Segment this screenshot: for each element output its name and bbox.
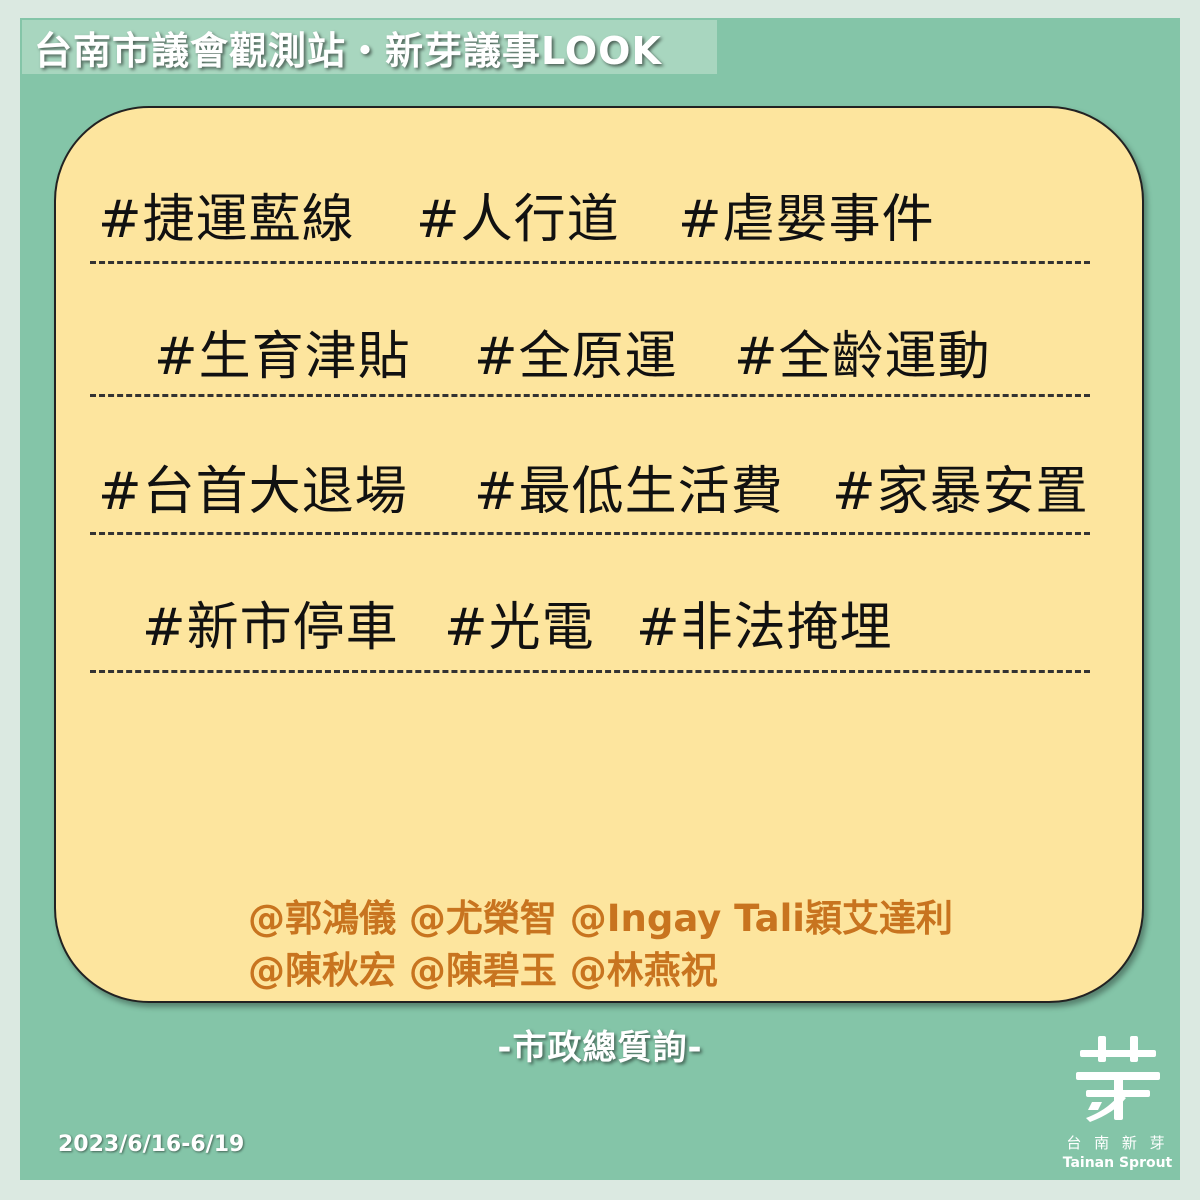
divider	[90, 532, 1090, 535]
hashtag: #全齡運動	[734, 327, 991, 387]
hashtag: #非法掩埋	[636, 598, 893, 658]
hashtag: #虐嬰事件	[678, 190, 935, 250]
tag-row-1: #捷運藍線 #人行道 #虐嬰事件	[56, 185, 1142, 255]
divider	[90, 261, 1090, 264]
hashtag: #人行道	[416, 190, 620, 250]
divider	[90, 670, 1090, 673]
divider	[90, 394, 1090, 397]
hashtag: #捷運藍線	[98, 190, 355, 250]
hashtag: #生育津貼	[154, 327, 411, 387]
topic-card: #捷運藍線 #人行道 #虐嬰事件 #生育津貼 #全原運 #全齡運動 #台首大退場…	[54, 106, 1144, 1003]
tag-row-3: #台首大退場 #最低生活費 #家暴安置	[56, 457, 1142, 527]
tainan-sprout-logo: 台 南 新 芽 Tainan Sprout	[1060, 1032, 1175, 1182]
mentions-line-1: @郭鴻儀 @尤榮智 @Ingay Tali穎艾達利	[248, 897, 953, 940]
hashtag: #新市停車	[142, 598, 399, 658]
sprout-logo-icon	[1075, 1036, 1160, 1122]
hashtag: #家暴安置	[832, 462, 1089, 522]
header-title: 台南市議會觀測站・新芽議事LOOK	[34, 28, 662, 73]
hashtag: #台首大退場	[98, 462, 408, 522]
hashtag: #最低生活費	[474, 462, 784, 522]
hashtag: #光電	[444, 598, 595, 658]
logo-name-zh: 台 南 新 芽	[1066, 1134, 1169, 1152]
header-banner: 台南市議會觀測站・新芽議事LOOK	[22, 20, 717, 74]
date-range: 2023/6/16-6/19	[58, 1132, 245, 1157]
councilor-mentions: @郭鴻儀 @尤榮智 @Ingay Tali穎艾達利 @陳秋宏 @陳碧玉 @林燕祝	[248, 893, 953, 997]
hashtag: #全原運	[474, 327, 678, 387]
session-label: -市政總質詢-	[497, 1028, 703, 1068]
logo-name-en: Tainan Sprout	[1062, 1155, 1173, 1171]
tag-row-4: #新市停車 #光電 #非法掩埋	[56, 593, 1142, 663]
mentions-line-2: @陳秋宏 @陳碧玉 @林燕祝	[248, 949, 718, 992]
tag-row-2: #生育津貼 #全原運 #全齡運動	[56, 322, 1142, 392]
